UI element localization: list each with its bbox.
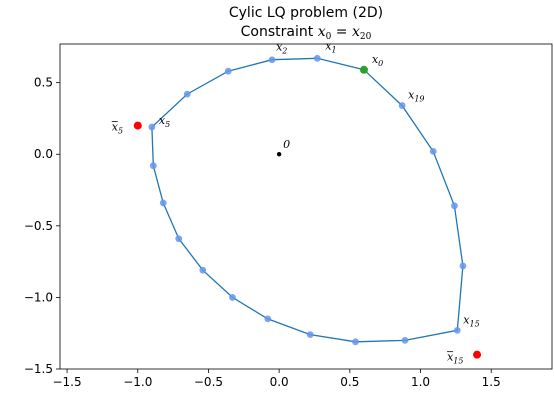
annotation-subscript: 2 (281, 47, 287, 56)
y-tick-label: −0.5 (24, 219, 53, 233)
origin-point (276, 152, 282, 157)
annotation-base: x (276, 41, 283, 54)
trajectory-point (451, 202, 458, 210)
chart-title-sub0: 0 (326, 32, 332, 42)
chart-title-constraint-word: Constraint (241, 24, 318, 40)
trajectory-point (352, 338, 359, 346)
y-tick-label: 0.5 (34, 76, 53, 90)
annotation-x0: x0 (372, 53, 383, 68)
annotation-xb15: x15 (447, 351, 463, 366)
annotation-base: x (463, 313, 470, 326)
trajectory-point (268, 56, 276, 64)
trajectory-point (199, 266, 207, 274)
annotation-x19: x19 (408, 89, 424, 104)
plot-frame (59, 43, 553, 370)
trajectory-point (453, 326, 461, 334)
trajectory-point (401, 336, 409, 344)
start-point (359, 65, 368, 74)
annotation-x15: x15 (463, 313, 479, 328)
axes: −1.5 −1.0 −0.5 0.0 0.5 1.0 1.5 −1.5 −1.0 −0.5 0.0 0… (24, 43, 553, 389)
annotation-subscript: 5 (165, 120, 170, 129)
annotation-base: x (159, 114, 166, 127)
trajectory-point (148, 123, 156, 131)
x-tick-label: 1.5 (482, 375, 501, 389)
y-tick-label: 0.0 (34, 147, 53, 161)
annotation-x2: x2 (276, 41, 287, 56)
trajectory-point (224, 67, 232, 75)
chart-title-math2: x (352, 24, 360, 40)
x-tick-label: 0.0 (270, 375, 289, 389)
x-tick-label: −1.0 (123, 375, 152, 389)
chart-title-eq: = (331, 24, 352, 40)
annotation-o: 0 (283, 138, 290, 151)
annotation-subscript: 19 (414, 95, 424, 104)
annotation-subscript: 0 (378, 59, 383, 68)
annotation-xb5: x5 (112, 121, 123, 136)
plot-area (133, 54, 482, 359)
x-tick-label: 1.0 (411, 375, 430, 389)
chart-title-sub20: 20 (360, 32, 372, 42)
trajectory-point (429, 147, 437, 155)
annotation-subscript: 15 (453, 357, 463, 366)
annotation-base: x (408, 89, 415, 102)
annotation-base: x (372, 53, 379, 66)
trajectory-point (459, 262, 467, 270)
annotation-subscript: 5 (118, 127, 123, 136)
trajectory-point (313, 54, 321, 62)
trajectory-point (264, 315, 272, 323)
trajectory-point (149, 162, 157, 170)
chart-title-line1: Cylic LQ problem (2D) (229, 5, 383, 21)
annotation-x1: x1 (325, 39, 336, 54)
annotation-subscript: 15 (469, 319, 479, 328)
annotation-base: x (112, 121, 119, 134)
y-tick-label: −1.5 (24, 362, 53, 376)
trajectory-point (398, 102, 406, 109)
chart-title-line2: Constraint x0 = x20 (241, 24, 372, 42)
target-point (473, 350, 482, 359)
x-tick-label: −1.5 (52, 375, 81, 389)
annotation-subscript: 1 (332, 45, 337, 54)
annotation-x5: x5 (159, 114, 170, 129)
trajectory-point (175, 235, 183, 243)
trajectory-point (159, 199, 167, 207)
annotation-base: x (447, 351, 454, 364)
x-tick-label: 0.5 (340, 375, 359, 389)
trajectory-point (306, 331, 314, 339)
annotation-base: x (325, 39, 332, 52)
x-tick-label: −0.5 (194, 375, 223, 389)
trajectory-point (229, 294, 236, 301)
chart-title-math: x (318, 24, 326, 40)
trajectory-point (183, 90, 191, 98)
y-tick-label: −1.0 (24, 290, 53, 304)
target-point (133, 121, 142, 130)
